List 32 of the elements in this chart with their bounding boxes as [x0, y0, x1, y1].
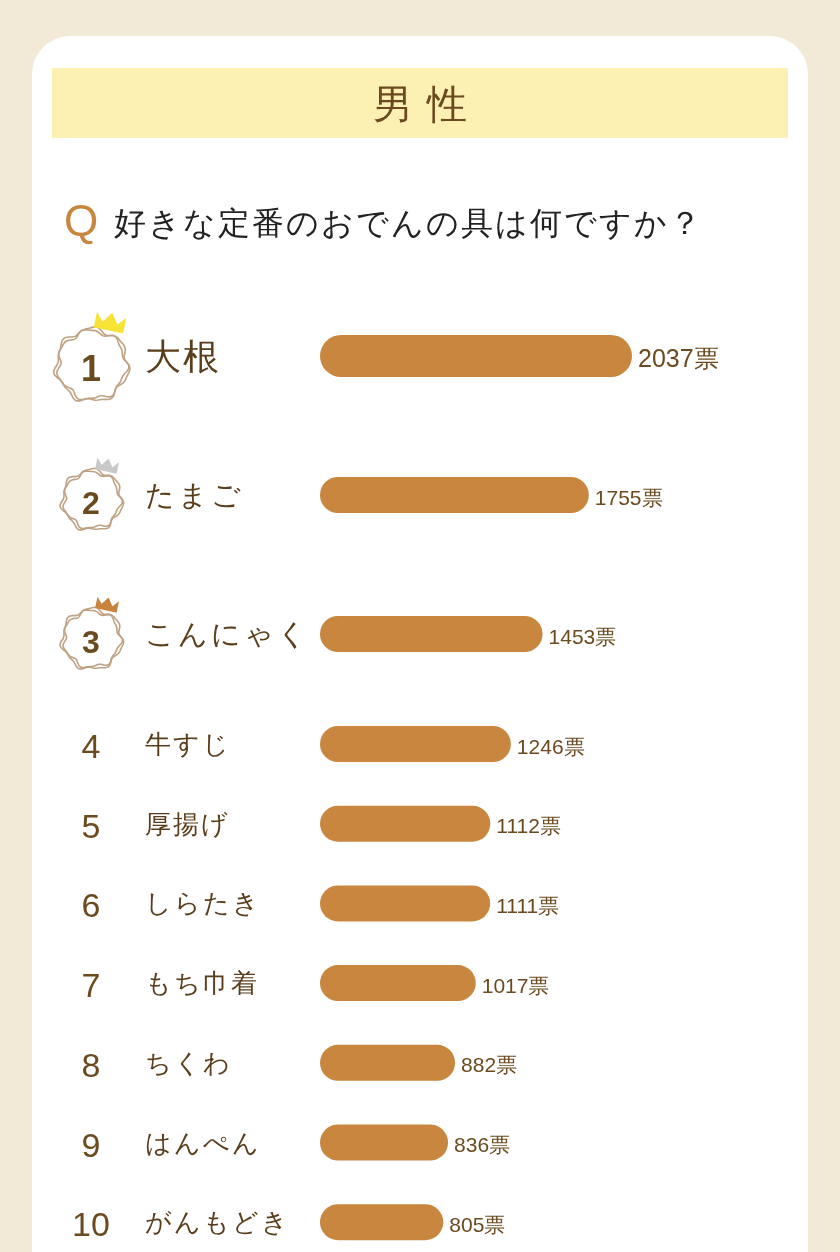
data-label: 805票: [449, 1212, 506, 1236]
data-label: 1017票: [481, 973, 550, 997]
text: 4: [81, 727, 101, 765]
y-tick-label: がんもどき: [145, 1207, 290, 1238]
text: 6: [81, 886, 101, 925]
data-label: 836票: [454, 1133, 511, 1156]
y-tick-label: 大根: [145, 335, 221, 377]
text: 10: [72, 1205, 110, 1244]
chart-title: 男性: [373, 82, 481, 126]
text: 1: [80, 347, 102, 389]
y-tick-label: 牛すじ: [145, 729, 231, 759]
text: 5: [81, 806, 101, 845]
text: 3: [82, 624, 100, 660]
y-tick-label: はんぺん: [145, 1127, 261, 1158]
chart-subtitle: Q 好きな定番のおでんの具は何ですか？: [64, 196, 703, 245]
y-tick-label: ちくわ: [145, 1047, 232, 1078]
data-label: 1112票: [496, 814, 561, 838]
data-label: 2037票: [638, 344, 719, 372]
data-label: 882票: [461, 1053, 518, 1077]
data-label: 1246票: [516, 734, 585, 758]
text: 2: [82, 485, 100, 521]
data-label: 1755票: [594, 485, 663, 509]
text: 8: [81, 1045, 101, 1084]
data-label: 1111票: [496, 893, 560, 917]
y-tick-label: こんにゃく: [145, 618, 310, 650]
text: 9: [81, 1125, 101, 1164]
data-label: 1453票: [548, 624, 617, 648]
y-tick-label: もち巾着: [145, 968, 259, 999]
y-tick-label: しらたき: [145, 888, 261, 919]
y-tick-label: 厚揚げ: [145, 808, 230, 839]
y-tick-label: たまご: [145, 479, 244, 511]
text: 7: [81, 966, 101, 1005]
